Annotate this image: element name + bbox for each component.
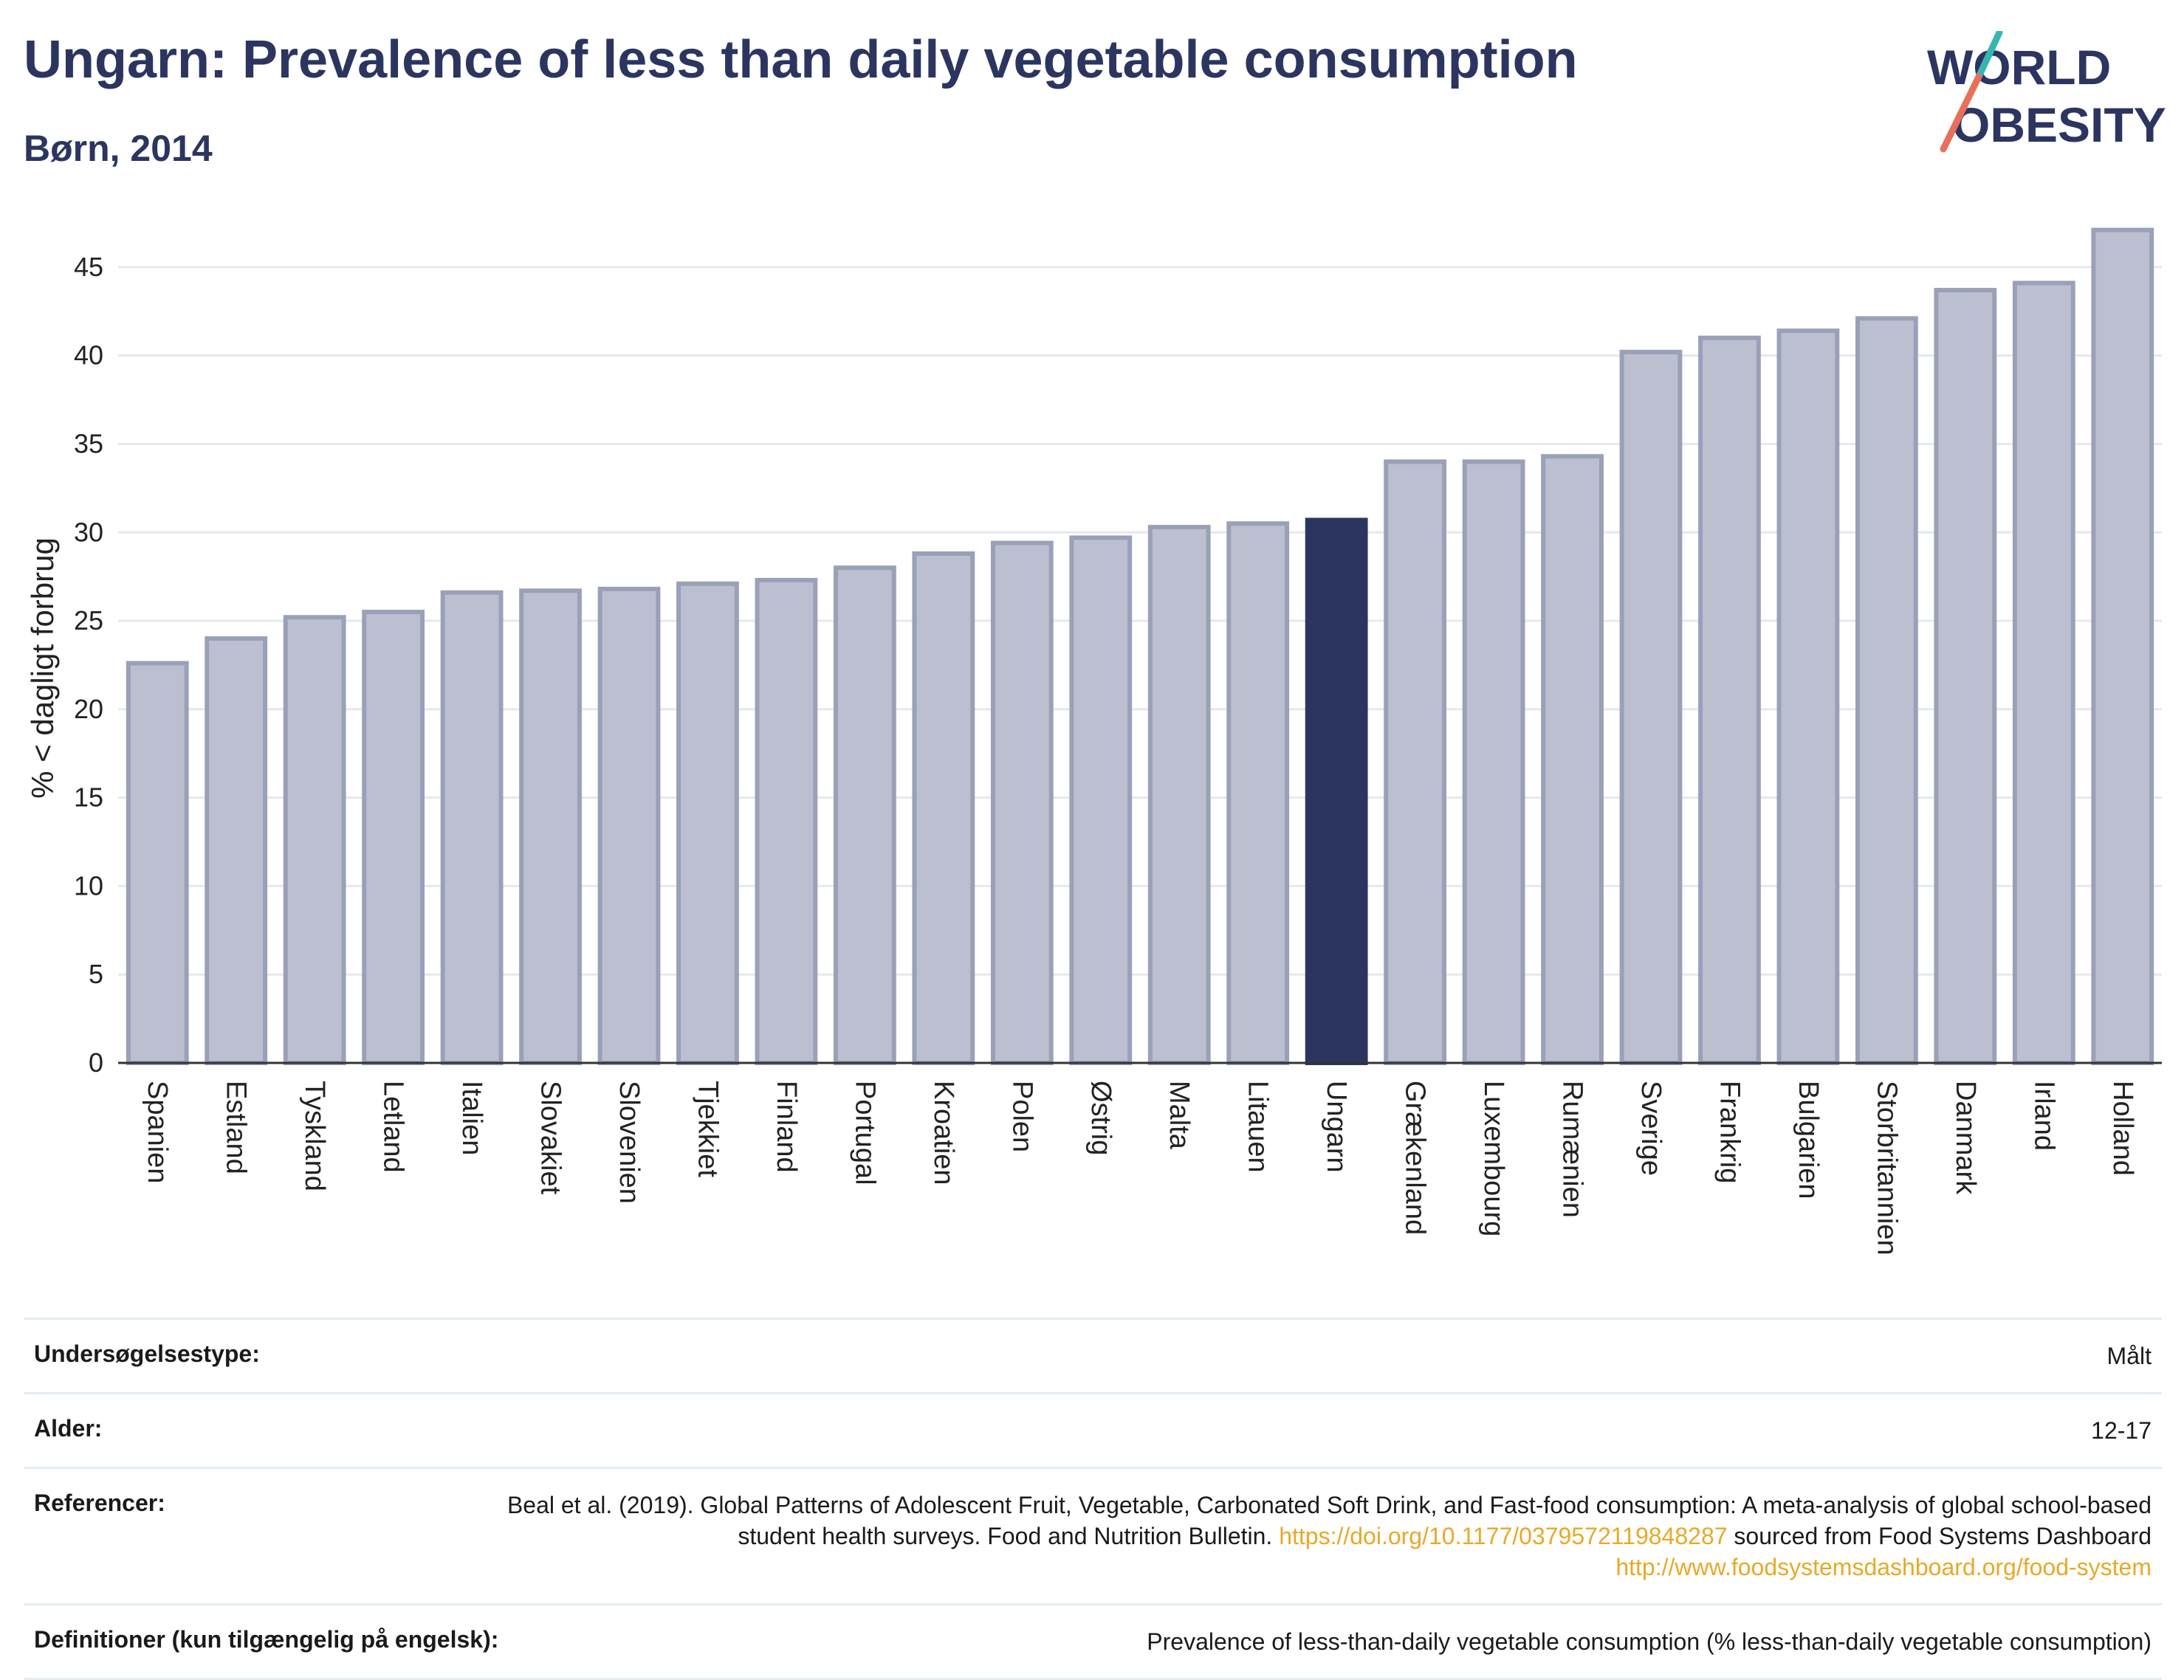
bar-tyskland	[283, 615, 346, 1065]
logo-slash-coral	[1940, 73, 1982, 153]
x-tick-label: Tyskland	[299, 1081, 330, 1191]
x-tick-label: Italien	[456, 1081, 487, 1155]
bar-italien	[440, 590, 504, 1065]
y-tick-label: 10	[74, 870, 103, 901]
x-tick-label: Rumænien	[1557, 1081, 1588, 1218]
logo-line2: OBESITY	[1952, 97, 2166, 152]
x-tick-label: Luxembourg	[1478, 1081, 1509, 1236]
references-text-2: sourced from Food Systems Dashboard	[1727, 1523, 2152, 1549]
logo-line1: WORLD	[1927, 40, 2111, 94]
bar-slovakiet	[519, 588, 582, 1065]
x-tick-label: Ungarn	[1321, 1081, 1352, 1173]
gridlines	[118, 266, 2162, 976]
x-tick-label: Portugal	[849, 1081, 880, 1185]
bar-finland	[755, 577, 818, 1065]
x-tick-label: Østrig	[1085, 1081, 1116, 1155]
logo-slash-teal	[1975, 31, 2003, 80]
x-tick-label: Holland	[2107, 1081, 2138, 1176]
bar-letland	[362, 610, 425, 1065]
bar-kroatien	[912, 551, 975, 1065]
x-tick-label: Litauen	[1243, 1081, 1274, 1173]
x-tick-label: Sverige	[1635, 1081, 1666, 1176]
info-table: Undersøgelsestype: Målt Alder: 12-17 Ref…	[24, 1318, 2162, 1680]
y-axis-label: % < dagligt forbrug	[25, 537, 60, 799]
x-tick-label: Finland	[771, 1081, 802, 1173]
bar-estland	[205, 636, 268, 1065]
chart-subtitle: Børn, 2014	[24, 128, 213, 169]
y-tick-label: 40	[74, 340, 103, 371]
bar-polen	[990, 540, 1054, 1065]
bar-ungarn	[1305, 517, 1368, 1065]
y-axis-ticks: 0 5 10 15 20 25 30 35 40 45	[74, 252, 103, 1078]
bar-luxembourg	[1462, 459, 1525, 1065]
bar-irland	[2012, 280, 2075, 1065]
bar-spanien	[126, 661, 189, 1065]
bar-storbritannien	[1855, 316, 1918, 1065]
age-label: Alder:	[34, 1415, 103, 1442]
bar-danmark	[1934, 288, 1997, 1065]
x-tick-label: Malta	[1164, 1081, 1195, 1150]
y-tick-label: 25	[74, 605, 103, 636]
info-row-definitions: Definitioner (kun tilgængelig på engelsk…	[24, 1603, 2162, 1680]
definitions-label: Definitioner (kun tilgængelig på engelsk…	[34, 1626, 499, 1653]
bar-malta	[1147, 525, 1211, 1065]
x-axis-ticks: Spanien Estland Tyskland Letland Italien Slov…	[142, 1081, 2138, 1256]
info-row-age: Alder: 12-17	[24, 1392, 2162, 1467]
bar-frankrig	[1698, 335, 1761, 1066]
y-tick-label: 0	[89, 1047, 103, 1078]
age-value: 12-17	[2091, 1417, 2152, 1444]
survey-type-label: Undersøgelsestype:	[34, 1340, 260, 1367]
x-tick-label: Spanien	[142, 1081, 173, 1183]
bar-bulgarien	[1776, 328, 1840, 1065]
x-tick-label: Polen	[1006, 1081, 1037, 1152]
bar-østrig	[1069, 535, 1133, 1065]
x-tick-label: Storbritannien	[1871, 1081, 1902, 1256]
bar-holland	[2091, 227, 2154, 1065]
x-tick-label: Danmark	[1950, 1081, 1981, 1195]
bar-slovenien	[597, 586, 661, 1065]
info-row-survey-type: Undersøgelsestype: Målt	[24, 1318, 2162, 1392]
food-systems-dashboard-link[interactable]: http://www.foodsystemsdashboard.org/food…	[1615, 1554, 2152, 1580]
info-row-references: Referencer: Beal et al. (2019). Global P…	[24, 1467, 2162, 1603]
references-value: Beal et al. (2019). Global Patterns of A…	[498, 1490, 2152, 1583]
x-tick-label: Bulgarien	[1793, 1081, 1824, 1199]
doi-link[interactable]: https://doi.org/10.1177/0379572119848287	[1279, 1523, 1728, 1549]
references-text-1: Beal et al. (2019). Global Patterns of A…	[506, 1492, 2152, 1549]
references-label: Referencer:	[34, 1490, 165, 1516]
world-obesity-logo: WORLD OBESITY	[1927, 31, 2166, 153]
x-tick-label: Estland	[221, 1081, 252, 1174]
x-tick-label: Letland	[378, 1081, 409, 1173]
bar-sverige	[1619, 349, 1683, 1065]
survey-type-value: Målt	[2106, 1343, 2152, 1369]
x-tick-label: Frankrig	[1714, 1081, 1745, 1183]
x-tick-label: Tjekkiet	[692, 1081, 723, 1177]
chart-title: Ungarn: Prevalence of less than daily ve…	[24, 30, 1578, 89]
x-tick-label: Irland	[2028, 1081, 2059, 1151]
y-tick-label: 30	[74, 517, 103, 547]
definitions-value: Prevalence of less-than-daily vegetable …	[1147, 1628, 2152, 1655]
y-tick-label: 5	[89, 959, 103, 989]
bar-rumænien	[1541, 454, 1604, 1065]
bar-grækenland	[1384, 459, 1447, 1065]
bar-litauen	[1226, 521, 1290, 1066]
x-tick-label: Kroatien	[928, 1081, 959, 1185]
bar-tjekkiet	[676, 581, 739, 1065]
y-tick-label: 45	[74, 252, 103, 282]
x-tick-label: Slovakiet	[535, 1081, 566, 1195]
bar-portugal	[833, 565, 896, 1065]
y-tick-label: 35	[74, 428, 103, 458]
y-tick-label: 15	[74, 782, 103, 813]
bar-chart: 0 5 10 15 20 25 30 35 40 45 Spanien Estland Tysklan…	[25, 227, 2162, 1256]
x-tick-label: Slovenien	[614, 1081, 645, 1204]
x-tick-label: Grækenland	[1400, 1081, 1431, 1235]
y-tick-label: 20	[74, 694, 103, 724]
